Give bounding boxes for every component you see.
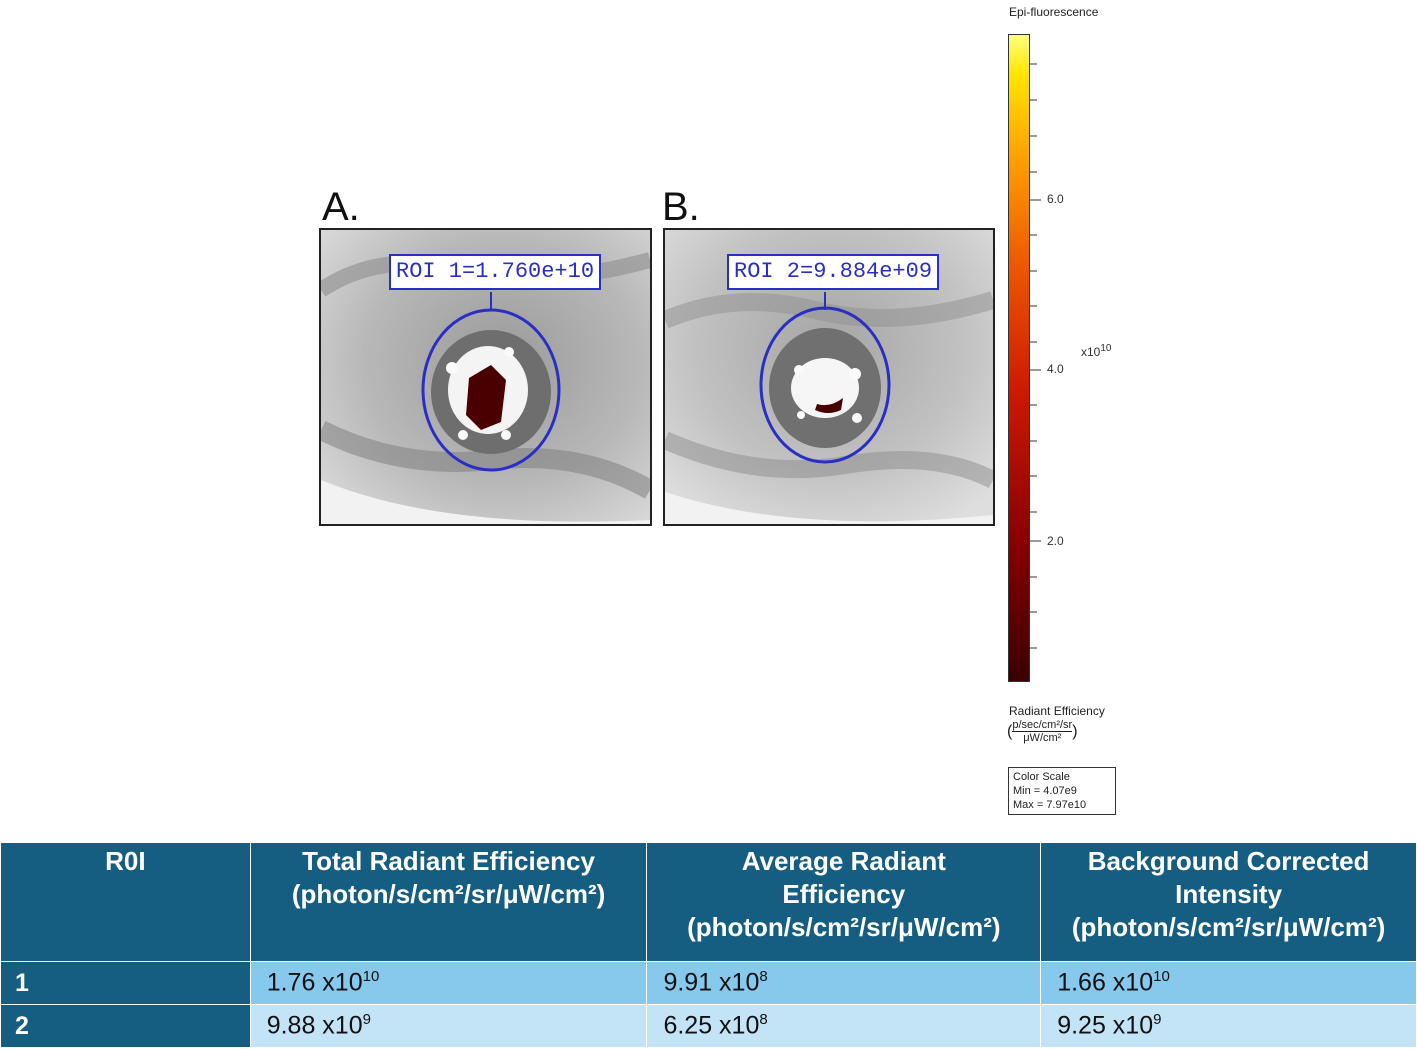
colorbar-exponent-power: 10 [1100,343,1112,354]
table-header-row: R0I Total Radiant Efficiency (photon/s/c… [0,842,1417,962]
colorbar-unit-fraction: ( p/sec/cm²/sr μW/cm² ) [1007,719,1078,744]
table-row: 2 9.88 x109 6.25 x108 9.25 x109 [0,1004,1417,1048]
colorbar-unit-denominator: μW/cm² [1023,732,1062,744]
table-cell: 6.25 x108 [646,1004,1042,1048]
image-panel-b: ROI 2=9.884e+09 [663,228,995,526]
color-scale-min: Min = 4.07e9 [1013,785,1077,797]
table-row: 1 1.76 x1010 9.91 x108 1.66 x1010 [0,961,1417,1005]
colorbar-gradient [1008,34,1030,682]
colorbar-exponent: x1010 [1081,343,1111,359]
table-cell: 1.76 x1010 [249,961,648,1005]
table-cell-roi: 2 [0,1004,251,1048]
table-cell-roi: 1 [0,961,251,1005]
colorbar-exponent-base: x10 [1081,345,1101,359]
colorbar-unit-numerator: p/sec/cm²/sr [1012,719,1073,732]
header-roi: R0I [0,842,251,962]
color-scale-title: Color Scale [1013,771,1070,783]
colorbar-tick-label: 2.0 [1047,534,1064,548]
colorbar-title: Epi-fluorescence [1009,5,1099,19]
roi-label-1: ROI 1=1.760e+10 [389,254,602,290]
image-panel-a: ROI 1=1.760e+10 [319,228,652,526]
radiant-efficiency-table: R0I Total Radiant Efficiency (photon/s/c… [0,842,1417,1048]
panel-letter-a: A. [322,185,360,229]
panel-letter-b: B. [662,185,700,229]
header-average-radiant-efficiency: Average Radiant Efficiency (photon/s/cm²… [646,842,1042,962]
table-cell: 9.25 x109 [1040,1004,1417,1048]
colorbar-tick-label: 4.0 [1047,362,1064,376]
color-scale-max: Max = 7.97e10 [1013,799,1087,811]
colorbar-tick-label: 6.0 [1047,192,1064,206]
table-cell: 9.91 x108 [646,961,1042,1005]
colorbar-unit-label: Radiant Efficiency [1009,704,1105,718]
header-total-radiant-efficiency: Total Radiant Efficiency (photon/s/cm²/s… [249,842,648,962]
colorbar-tick-marks [1029,63,1041,649]
color-scale-box: Color Scale Min = 4.07e9 Max = 7.97e10 [1008,767,1116,815]
header-background-corrected-intensity: Background Corrected Intensity (photon/s… [1040,842,1417,962]
table-cell: 9.88 x109 [249,1004,648,1048]
table-cell: 1.66 x1010 [1040,961,1417,1005]
roi-label-2: ROI 2=9.884e+09 [727,254,940,290]
